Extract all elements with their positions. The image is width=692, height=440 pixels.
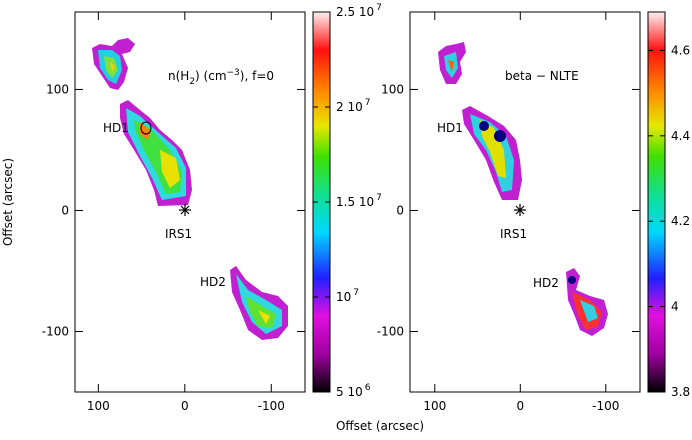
colorbar-tick-text: 10 [336,290,351,304]
colorbar-tick-exp: 7 [376,3,382,13]
panel-title: n(H2) (cm−3), f=0 [168,68,274,87]
colorbar-tick-exp: 7 [353,288,359,298]
colorbar-tick-label: 4 [671,300,679,314]
colorbar-tick-exp: 7 [365,98,371,108]
colorbar-tick-text: 2 10 [336,100,363,114]
colorbar-tick-label: 5 10 6 [336,383,371,399]
colorbar-tick-label: 2.5 10 7 [336,3,382,19]
colorbar-tick-exp: 7 [376,193,382,203]
title-part: n(H [168,69,189,83]
annotation: IRS1 [500,227,527,241]
colorbar-tick-text: 2.5 10 [336,5,374,19]
x-tick-label: -100 [258,399,285,413]
title-part: −3 [227,68,240,78]
title-part: ) (cm [195,69,226,83]
map-left [92,38,288,340]
y-axis-label: Offset (arcsec) [1,158,15,246]
annotation: HD1 [437,121,463,135]
colorbar-tick-text: 1.5 10 [336,195,374,209]
irs1-marker [179,204,526,216]
plot-frame [74,11,306,393]
annotation: HD2 [200,275,226,289]
y-tick-label: -100 [377,324,404,338]
colorbar-tick-exp: 6 [365,383,371,393]
x-tick-label: -100 [592,399,619,413]
y-tick-label: 100 [46,82,69,96]
colorbar-tick-label: 10 7 [336,288,359,304]
y-tick-label: 0 [396,203,404,217]
annotation: IRS1 [165,227,192,241]
x-tick-label: 100 [423,399,446,413]
x-tick-label: 0 [181,399,189,413]
colorbar-tick-text: 5 10 [336,385,363,399]
x-tick-label: 0 [516,399,524,413]
title-part: ), f=0 [240,69,274,83]
colorbar-tick-label: 2 10 7 [336,98,370,114]
y-tick-label: 100 [381,82,404,96]
y-tick-label: 0 [61,203,69,217]
plot-frame [409,11,641,393]
colorbar-tick-label: 3.8 [671,385,690,399]
map-right [438,42,608,336]
colorbar [647,11,666,393]
x-tick-label: 100 [87,399,110,413]
y-tick-label: -100 [42,324,69,338]
colorbar-tick-label: 4.4 [671,129,690,143]
colorbar-tick-label: 1.5 10 7 [336,193,382,209]
title-part: 2 [189,77,195,87]
annotation: HD1 [103,121,129,135]
colorbar-tick-label: 4.2 [671,214,690,228]
panel-title: beta − NLTE [505,69,579,83]
title-part: beta − NLTE [505,69,579,83]
x-axis-label: Offset (arcsec) [336,419,424,433]
annotation: HD2 [533,276,559,290]
colorbar-tick-label: 4.6 [671,43,690,57]
